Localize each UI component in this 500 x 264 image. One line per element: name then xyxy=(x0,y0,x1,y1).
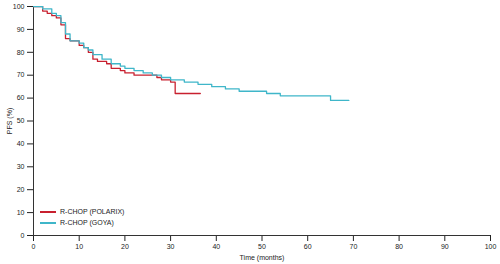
svg-text:60: 60 xyxy=(304,243,312,250)
svg-text:50: 50 xyxy=(258,243,266,250)
svg-text:80: 80 xyxy=(17,49,25,56)
svg-text:20: 20 xyxy=(121,243,129,250)
svg-text:30: 30 xyxy=(17,163,25,170)
svg-text:80: 80 xyxy=(395,243,403,250)
svg-text:50: 50 xyxy=(17,117,25,124)
svg-text:40: 40 xyxy=(17,140,25,147)
svg-text:70: 70 xyxy=(350,243,358,250)
svg-text:90: 90 xyxy=(441,243,449,250)
svg-text:10: 10 xyxy=(75,243,83,250)
svg-text:Time (months): Time (months) xyxy=(240,254,285,262)
svg-text:100: 100 xyxy=(485,243,497,250)
svg-text:60: 60 xyxy=(17,94,25,101)
svg-text:0: 0 xyxy=(32,243,36,250)
svg-text:20: 20 xyxy=(17,186,25,193)
svg-text:0: 0 xyxy=(21,232,25,239)
svg-text:40: 40 xyxy=(212,243,220,250)
svg-text:100: 100 xyxy=(13,3,25,10)
svg-text:90: 90 xyxy=(17,26,25,33)
svg-text:30: 30 xyxy=(167,243,175,250)
svg-text:70: 70 xyxy=(17,71,25,78)
html-text:R-CHOP (POLARIX): R-CHOP (POLARIX) xyxy=(60,208,125,215)
svg-text:10: 10 xyxy=(17,209,25,216)
svg-text:PFS (%): PFS (%) xyxy=(6,108,14,134)
html-text:R-CHOP (GOYA): R-CHOP (GOYA) xyxy=(60,219,114,226)
